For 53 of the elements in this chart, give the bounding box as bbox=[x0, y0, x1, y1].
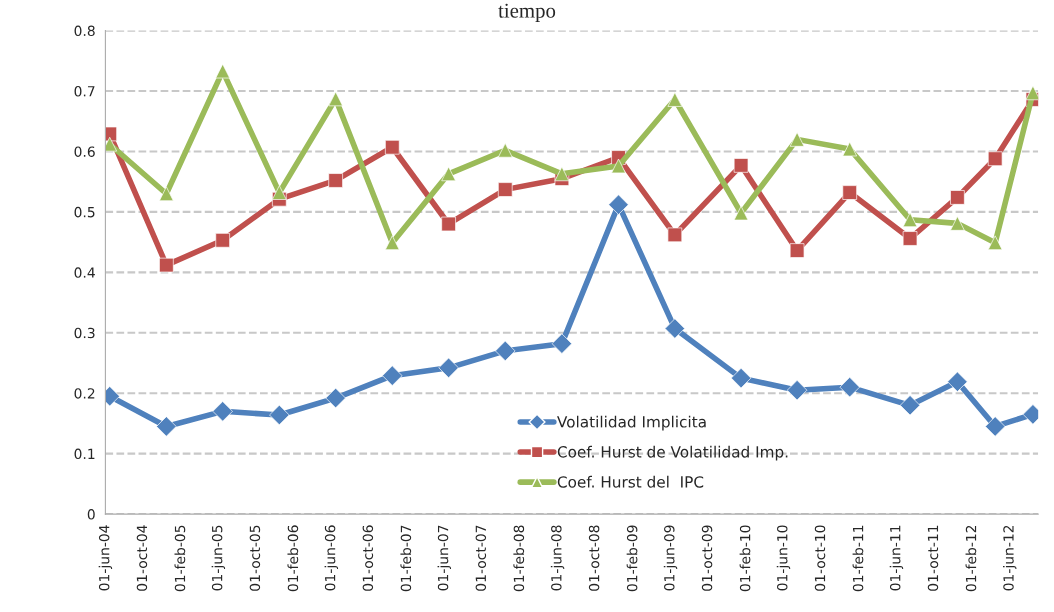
x-tick-label: 01-jun-05 bbox=[211, 525, 226, 591]
point bbox=[385, 139, 400, 155]
point bbox=[495, 340, 516, 362]
point bbox=[987, 151, 1003, 167]
x-tick-label: 01-feb-05 bbox=[174, 525, 186, 592]
point bbox=[156, 416, 177, 437]
legend-label: Coef. Hurst del IPC bbox=[557, 475, 704, 488]
point bbox=[786, 380, 808, 401]
point bbox=[382, 365, 403, 386]
x-tick-label: 01-feb-09 bbox=[626, 525, 638, 592]
x-tick-label: 01-feb-06 bbox=[287, 525, 299, 592]
x-tick-label: 01-jun-12 bbox=[1003, 525, 1017, 591]
x-tick-label: 01-feb-07 bbox=[400, 525, 412, 592]
y-tick-label: 0.1 bbox=[74, 448, 95, 460]
legend-label: Coef. Hurst de Volatilidad Imp. bbox=[557, 445, 788, 461]
x-tick-label: 01-feb-12 bbox=[965, 525, 977, 592]
x-tick-label: 01-jun-06 bbox=[324, 525, 339, 591]
x-tick-label: 01-oct-05 bbox=[249, 525, 261, 591]
point bbox=[441, 216, 456, 232]
x-tick-label: 01-feb-11 bbox=[852, 525, 864, 592]
point bbox=[105, 136, 118, 152]
x-tick-label: 01-oct-08 bbox=[588, 525, 600, 591]
point bbox=[987, 235, 1003, 251]
legend-label: Volatilidad Implicita bbox=[557, 415, 706, 431]
y-tick-label: 0.8 bbox=[74, 25, 95, 37]
x-tick-label: 01-oct-10 bbox=[814, 525, 826, 591]
x-tick-label: 01-oct-04 bbox=[136, 525, 148, 591]
y-tick-label: 0.5 bbox=[74, 206, 95, 218]
point bbox=[899, 395, 921, 416]
y-tick-label: 0.4 bbox=[74, 267, 95, 278]
x-tick-label: 01-oct-09 bbox=[701, 525, 713, 591]
y-tick-label: 0 bbox=[87, 509, 95, 520]
point bbox=[272, 185, 287, 200]
x-tick-label: 01-oct-07 bbox=[475, 525, 487, 591]
x-tick-label: 01-jun-09 bbox=[663, 525, 678, 591]
point bbox=[842, 185, 858, 200]
chart-title: tiempo bbox=[498, 3, 556, 22]
point bbox=[385, 235, 400, 251]
x-tick-label: 01-jun-04 bbox=[98, 525, 113, 591]
point bbox=[947, 371, 968, 392]
y-tick-label: 0.6 bbox=[74, 146, 95, 157]
x-tick-label: 01-jun-10 bbox=[776, 525, 791, 591]
x-tick-label: 01-oct-06 bbox=[362, 525, 374, 591]
x-tick-label: 01-feb-08 bbox=[513, 525, 525, 592]
y-tick-label: 0.7 bbox=[74, 86, 95, 97]
point bbox=[985, 416, 1006, 437]
x-tick-label: 01-jun-08 bbox=[550, 525, 565, 591]
x-tick-label: 01-jun-07 bbox=[437, 525, 452, 591]
y-tick-label: 0.2 bbox=[74, 388, 95, 399]
x-tick-label: 01-oct-11 bbox=[927, 525, 939, 591]
x-tick-label: 01-jun-11 bbox=[889, 525, 904, 591]
y-tick-label: 0.3 bbox=[74, 327, 95, 339]
x-tick-label: 01-feb-10 bbox=[739, 525, 751, 592]
